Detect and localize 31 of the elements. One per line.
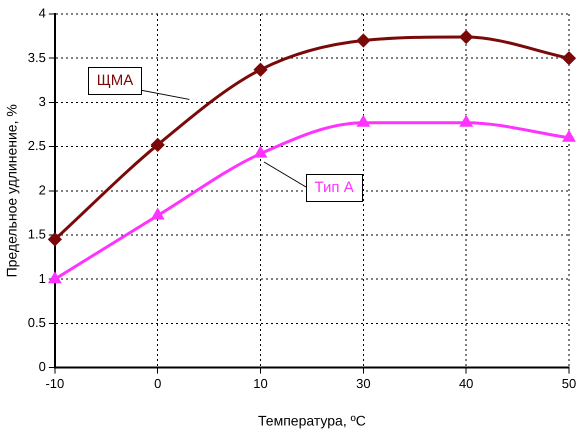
point [152,209,164,220]
x-tick-label: 0 [154,376,162,391]
y-tick-label: 3.5 [28,50,46,65]
point [460,116,472,127]
y-tick-label: 0.5 [28,314,46,330]
x-axis-title: Температура, ºC [258,412,366,428]
x-tick-label: 10 [253,376,268,391]
point [254,147,266,158]
y-tick-label: 1 [38,270,46,286]
point [254,63,268,76]
point [460,30,473,44]
y-tick-label: 3 [38,94,46,109]
y-axis-title: Предельное удлинение, % [3,104,20,278]
point [358,116,370,127]
text: ЩМА [88,66,142,95]
y-tick-label: 4 [38,6,46,21]
x-tick-label: -10 [45,376,64,391]
point [356,34,370,48]
point [562,52,576,65]
x-tick-label: 40 [458,376,474,391]
y-tick-label: 2.5 [28,138,46,154]
point [563,131,575,142]
text: Тип А [306,174,363,202]
y-tick-label: 2 [38,182,46,198]
y-tick-label: 1.5 [28,226,46,242]
y-tick-label: 0 [38,359,46,374]
x-tick-label: 50 [562,376,576,391]
x-tick-label: 30 [356,376,371,391]
point [49,272,61,284]
point [48,232,62,246]
point [151,138,164,152]
